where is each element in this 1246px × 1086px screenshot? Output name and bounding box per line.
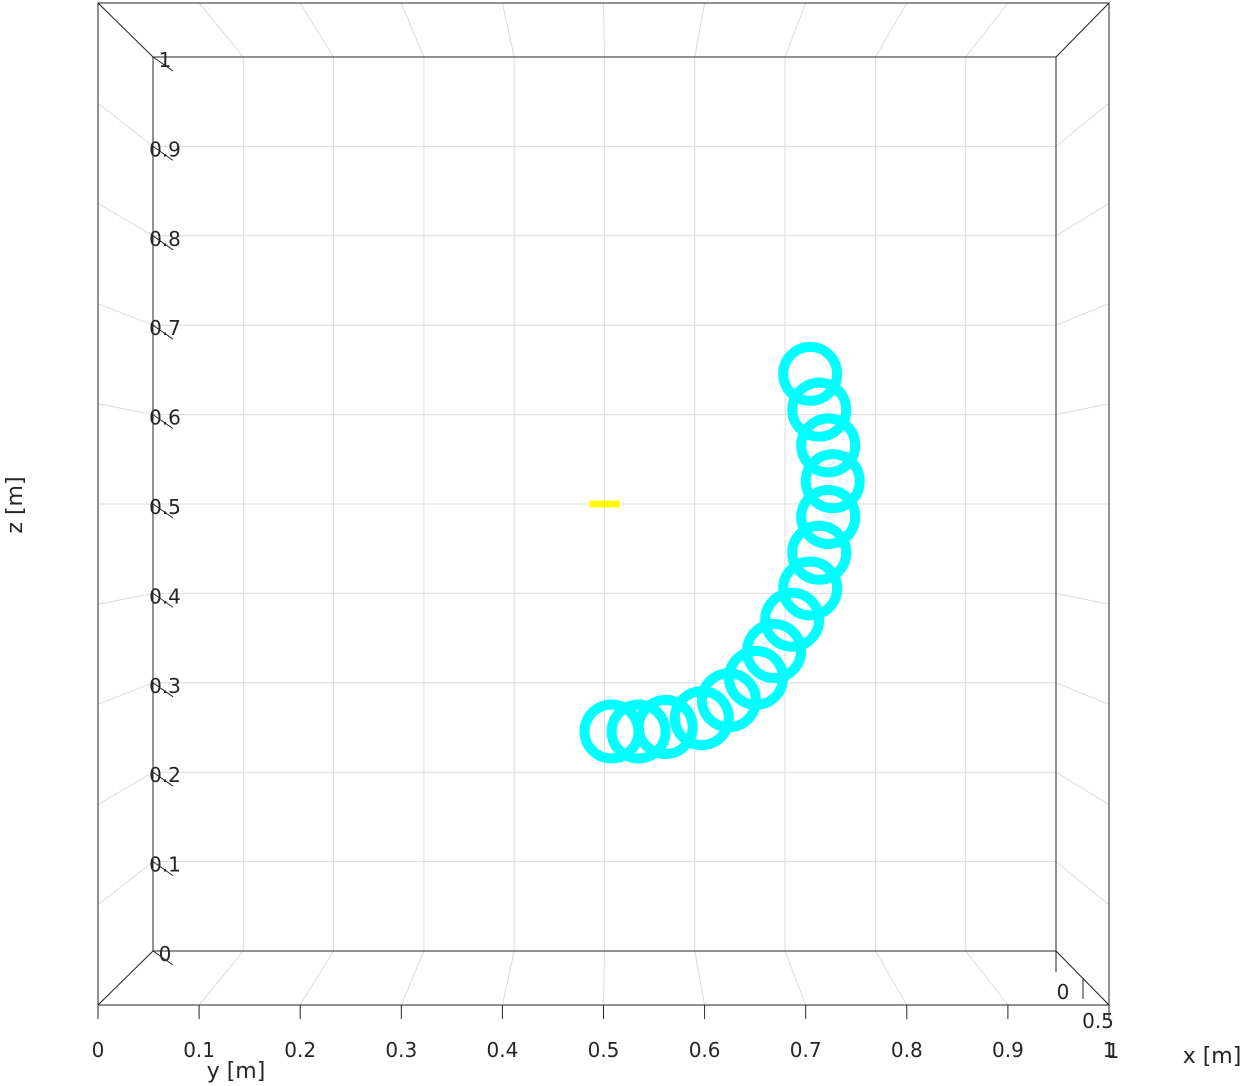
z-tick-mark bbox=[152, 682, 174, 698]
trajectory-series bbox=[579, 341, 865, 764]
y-tick-label: 0.5 bbox=[588, 1038, 620, 1062]
y-tick-label: 1 bbox=[1103, 1038, 1116, 1062]
z-tick-label: 0.7 bbox=[149, 316, 181, 340]
x-axis-label: x [m] bbox=[1183, 1044, 1242, 1069]
y-tick-label: 0 bbox=[92, 1038, 105, 1062]
z-tick-mark bbox=[152, 950, 174, 966]
y-tick-label: 0.1 bbox=[183, 1038, 215, 1062]
grid-line bbox=[97, 682, 154, 705]
grid-line bbox=[198, 950, 244, 1006]
box-edge bbox=[1055, 2, 1110, 58]
z-tick-mark bbox=[152, 145, 174, 161]
z-tick-label: 0.2 bbox=[149, 763, 181, 787]
grid-line bbox=[1055, 403, 1110, 416]
grid-line bbox=[97, 403, 154, 416]
grid-line bbox=[694, 950, 706, 1006]
box-edge bbox=[97, 2, 154, 58]
grid-line bbox=[198, 2, 244, 58]
trajectory-loop bbox=[800, 449, 865, 514]
grid-line bbox=[603, 2, 605, 58]
grid-line bbox=[1055, 303, 1110, 326]
x-tick-label: 1 bbox=[1107, 1039, 1120, 1063]
z-tick-mark bbox=[152, 324, 174, 340]
grid-line bbox=[97, 202, 154, 237]
trajectory-loop bbox=[633, 695, 698, 760]
x-tick-label: 0.5 bbox=[1082, 1009, 1114, 1033]
grid-line bbox=[97, 861, 154, 906]
trajectory-loop bbox=[787, 377, 852, 442]
trajectory-loop bbox=[787, 520, 852, 585]
grid-line bbox=[1055, 592, 1110, 605]
grid-line bbox=[874, 950, 908, 1006]
z-tick-label: 0 bbox=[159, 942, 172, 966]
z-tick-mark bbox=[152, 503, 174, 519]
trajectory-loop bbox=[778, 341, 843, 406]
z-tick-label: 0.1 bbox=[149, 853, 181, 877]
grid-line bbox=[784, 2, 807, 58]
grid-line bbox=[1055, 102, 1110, 147]
z-tick-label: 0.8 bbox=[149, 227, 181, 251]
z-tick-mark bbox=[152, 771, 174, 787]
y-tick-label: 0.2 bbox=[284, 1038, 316, 1062]
z-tick-mark bbox=[152, 414, 174, 430]
trajectory-loop bbox=[796, 484, 861, 549]
grid-line bbox=[97, 592, 154, 605]
grid-line bbox=[874, 2, 908, 58]
y-tick-label: 0.4 bbox=[486, 1038, 518, 1062]
grid-line bbox=[400, 2, 425, 58]
grid-line bbox=[1055, 771, 1110, 806]
y-tick-label: 0.8 bbox=[891, 1038, 923, 1062]
y-tick-label: 0.7 bbox=[790, 1038, 822, 1062]
grid-line bbox=[400, 950, 425, 1006]
grid-line bbox=[97, 303, 154, 326]
y-tick-label: 0.9 bbox=[992, 1038, 1024, 1062]
z-tick-label: 0.9 bbox=[149, 137, 181, 161]
trajectory-loop bbox=[742, 619, 807, 684]
box-edge bbox=[97, 950, 154, 1006]
grid-line bbox=[1055, 861, 1110, 906]
y-tick-label: 0.6 bbox=[689, 1038, 721, 1062]
z-tick-mark bbox=[152, 861, 174, 877]
grid-line bbox=[965, 950, 1009, 1006]
z-tick-mark bbox=[152, 56, 174, 72]
y-axis-label: y [m] bbox=[207, 1059, 266, 1084]
grid-line bbox=[965, 2, 1009, 58]
grid-line bbox=[501, 950, 515, 1006]
trajectory-loop bbox=[778, 556, 843, 621]
z-tick-mark bbox=[152, 592, 174, 608]
trajectory-loop bbox=[606, 699, 671, 764]
tick-labels: 0 0.1 0.2 0.3 0.4 0.5 0.6 0.7 0.8 0.9 1 0 0.1 0.2 0.3 0… bbox=[92, 48, 1120, 1063]
grid-line bbox=[97, 771, 154, 806]
z-tick-label: 0.4 bbox=[149, 584, 181, 608]
y-tick-label: 0.3 bbox=[385, 1038, 417, 1062]
grid-line bbox=[603, 950, 605, 1006]
grid-line bbox=[784, 950, 807, 1006]
grid-line bbox=[1055, 682, 1110, 705]
trajectory-loop bbox=[760, 587, 825, 652]
x-tick-label: 0 bbox=[1057, 980, 1070, 1004]
z-axis-label: z [m] bbox=[3, 476, 28, 533]
grid-line bbox=[694, 2, 706, 58]
z-tick-mark bbox=[152, 235, 174, 251]
grid-line bbox=[97, 102, 154, 147]
z-tick-label: 0.3 bbox=[149, 674, 181, 698]
z-tick-label: 0.5 bbox=[149, 495, 181, 519]
grid-line bbox=[299, 2, 335, 58]
grid-line bbox=[299, 950, 335, 1006]
grid-line bbox=[1055, 202, 1110, 237]
z-tick-label: 1 bbox=[159, 48, 172, 72]
grid-line bbox=[501, 2, 515, 58]
z-tick-label: 0.6 bbox=[149, 406, 181, 430]
trajectory-loop bbox=[796, 413, 861, 478]
